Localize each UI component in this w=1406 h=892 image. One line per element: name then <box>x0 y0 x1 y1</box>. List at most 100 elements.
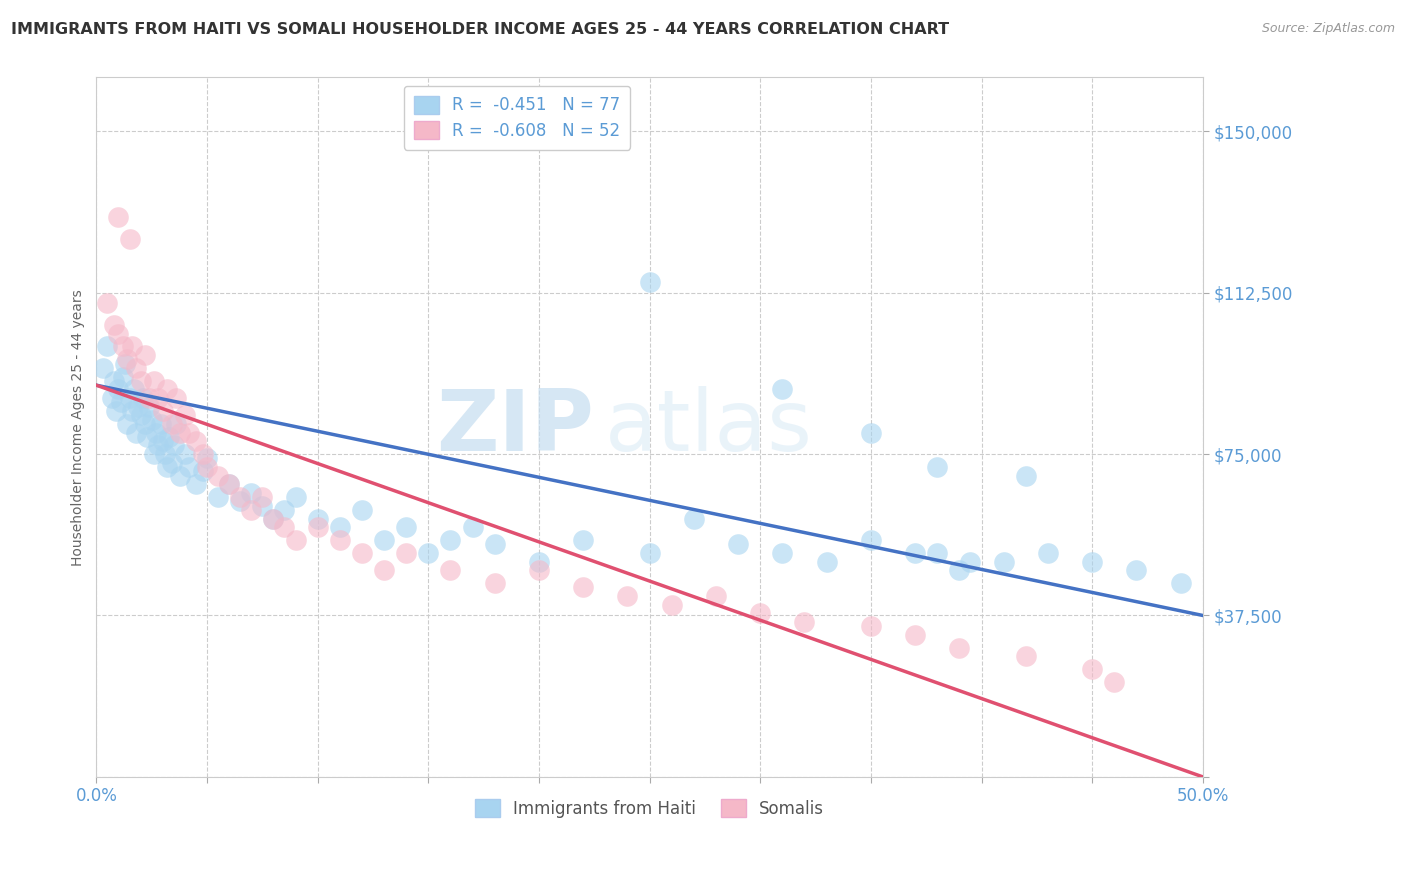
Point <box>117 352 139 367</box>
Point <box>136 430 159 444</box>
Point <box>904 628 927 642</box>
Point <box>195 451 218 466</box>
Point <box>484 576 506 591</box>
Point <box>218 477 240 491</box>
Point <box>195 460 218 475</box>
Point <box>638 546 661 560</box>
Point <box>273 520 295 534</box>
Point <box>904 546 927 560</box>
Point <box>152 434 174 449</box>
Point <box>682 511 704 525</box>
Point <box>96 339 118 353</box>
Point <box>350 546 373 560</box>
Point <box>927 546 949 560</box>
Point <box>418 546 440 560</box>
Point <box>229 490 252 504</box>
Point <box>165 417 187 431</box>
Point <box>105 404 128 418</box>
Point <box>184 477 207 491</box>
Point <box>127 400 149 414</box>
Point <box>770 383 793 397</box>
Point <box>125 361 148 376</box>
Point <box>704 589 727 603</box>
Point <box>993 555 1015 569</box>
Point <box>103 318 125 332</box>
Point <box>165 391 187 405</box>
Point <box>91 361 114 376</box>
Point <box>179 425 201 440</box>
Point <box>111 369 134 384</box>
Text: ZIP: ZIP <box>436 385 595 468</box>
Point <box>114 357 136 371</box>
Point <box>1015 649 1038 664</box>
Point <box>107 383 129 397</box>
Point <box>815 555 838 569</box>
Point <box>273 503 295 517</box>
Point <box>527 555 550 569</box>
Point <box>927 460 949 475</box>
Point <box>101 391 124 405</box>
Point <box>191 464 214 478</box>
Point <box>156 460 179 475</box>
Point <box>103 374 125 388</box>
Point <box>218 477 240 491</box>
Point <box>329 533 352 548</box>
Point <box>173 409 195 423</box>
Point <box>160 456 183 470</box>
Point <box>439 563 461 577</box>
Text: Source: ZipAtlas.com: Source: ZipAtlas.com <box>1261 22 1395 36</box>
Point <box>638 275 661 289</box>
Point <box>749 607 772 621</box>
Point <box>859 619 882 633</box>
Point <box>439 533 461 548</box>
Point <box>859 425 882 440</box>
Point <box>373 563 395 577</box>
Point <box>207 490 229 504</box>
Point <box>142 447 165 461</box>
Point <box>191 447 214 461</box>
Point <box>118 391 141 405</box>
Point <box>770 546 793 560</box>
Point <box>111 339 134 353</box>
Point <box>138 400 160 414</box>
Point <box>1015 468 1038 483</box>
Point <box>1170 576 1192 591</box>
Point <box>329 520 352 534</box>
Point <box>163 438 186 452</box>
Point <box>1081 662 1104 676</box>
Point <box>153 447 176 461</box>
Point <box>125 425 148 440</box>
Point <box>395 520 418 534</box>
Point <box>138 391 160 405</box>
Point <box>373 533 395 548</box>
Point <box>107 326 129 341</box>
Point <box>284 490 307 504</box>
Point <box>252 499 274 513</box>
Point <box>160 417 183 431</box>
Point <box>118 232 141 246</box>
Point <box>1125 563 1147 577</box>
Point <box>252 490 274 504</box>
Point <box>572 581 595 595</box>
Point <box>129 374 152 388</box>
Point <box>134 348 156 362</box>
Point <box>1081 555 1104 569</box>
Point <box>959 555 981 569</box>
Point <box>240 485 263 500</box>
Point <box>859 533 882 548</box>
Point <box>307 511 329 525</box>
Point <box>527 563 550 577</box>
Point <box>132 391 155 405</box>
Point <box>184 434 207 449</box>
Point <box>152 404 174 418</box>
Point <box>207 468 229 483</box>
Point <box>110 395 132 409</box>
Point <box>122 383 145 397</box>
Point <box>179 460 201 475</box>
Point <box>134 417 156 431</box>
Point <box>173 447 195 461</box>
Point <box>661 598 683 612</box>
Point <box>948 563 970 577</box>
Point <box>240 503 263 517</box>
Text: IMMIGRANTS FROM HAITI VS SOMALI HOUSEHOLDER INCOME AGES 25 - 44 YEARS CORRELATIO: IMMIGRANTS FROM HAITI VS SOMALI HOUSEHOL… <box>11 22 949 37</box>
